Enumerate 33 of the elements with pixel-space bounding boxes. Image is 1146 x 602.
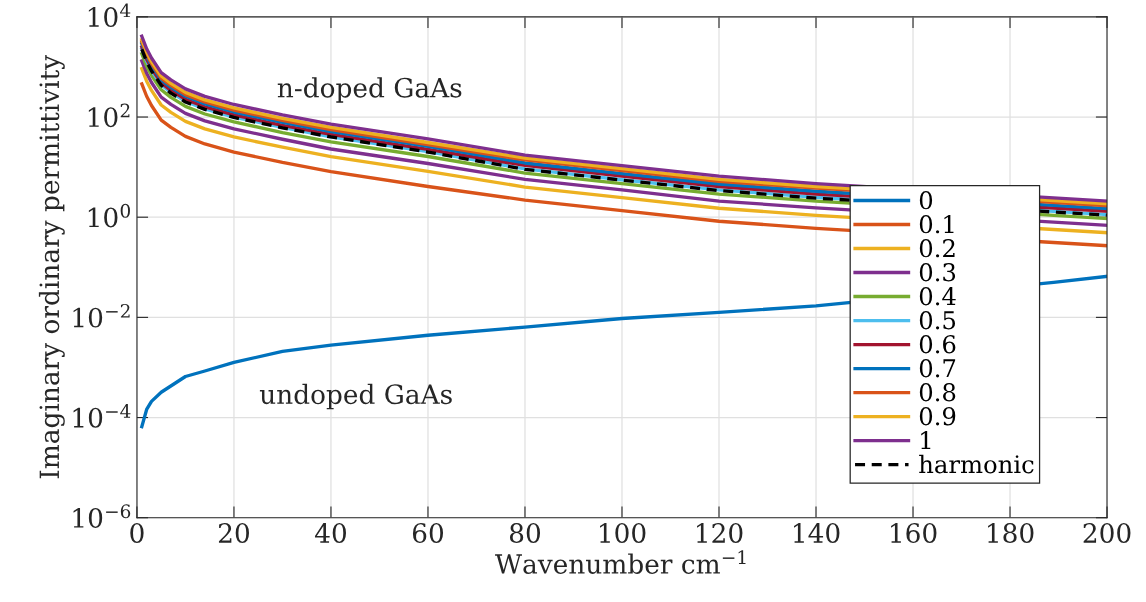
y-tick-label: 10$^{0}$ (88, 203, 130, 228)
x-axis-title: Wavenumber cm$^{−1}$ (495, 550, 746, 574)
x-tick-label: 120 (697, 523, 743, 544)
legend-label: harmonic (919, 454, 1034, 474)
legend-label: 0.6 (919, 335, 956, 354)
legend-label: 0.4 (919, 287, 956, 306)
y-tick-label: 10$^{4}$ (88, 3, 131, 28)
x-tick-label: 80 (509, 523, 541, 544)
y-tick-label: 10$^{−2}$ (73, 303, 130, 328)
y-tick-label: 10$^{2}$ (88, 103, 130, 128)
x-tick-label: 100 (600, 523, 646, 544)
x-tick-label: 40 (314, 523, 346, 544)
y-tick-label: 10$^{−4}$ (73, 404, 131, 428)
legend-label: 0.1 (919, 214, 954, 234)
legend-label: 0.9 (919, 407, 956, 426)
legend-label: 0.2 (919, 238, 955, 258)
legend-label: 0.8 (919, 383, 956, 402)
y-tick-label: 10$^{−6}$ (73, 504, 131, 528)
legend-label: 1 (921, 431, 931, 450)
legend-label: 0.5 (919, 311, 956, 330)
y-axis-title: Imaginary ordinary permittivity (38, 55, 65, 479)
x-tick-label: 180 (988, 523, 1034, 544)
x-tick-label: 20 (218, 523, 249, 544)
x-tick-label: 200 (1083, 523, 1131, 544)
x-tick-label: 140 (794, 523, 840, 544)
legend-label: 0 (919, 190, 933, 210)
x-tick-label: 0 (130, 523, 144, 544)
legend-label: 0.3 (919, 263, 956, 282)
x-tick-label: 160 (891, 523, 937, 544)
annotation: undoped GaAs (259, 383, 452, 410)
legend-label: 0.7 (919, 359, 956, 378)
x-tick-label: 60 (412, 523, 444, 544)
annotation: n-doped GaAs (277, 77, 462, 103)
